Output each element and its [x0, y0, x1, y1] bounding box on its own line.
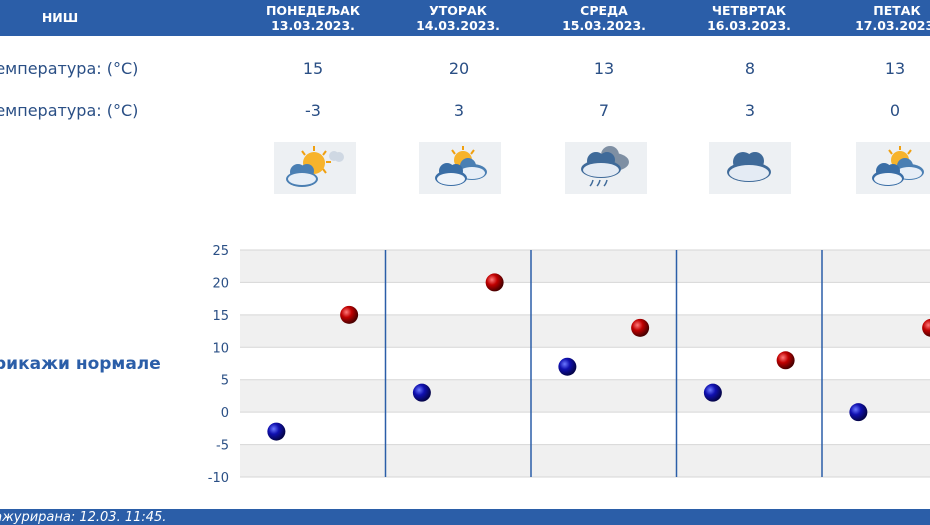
forecast-header: НИШ ПОНЕДЕЉАК 13.03.2023. УТОРАК 14.03.2…: [0, 0, 930, 36]
grid-band: [240, 379, 930, 413]
sun-cloud-icon: [872, 146, 924, 186]
day-name: СРЕДА: [580, 3, 628, 18]
y-tick-label: 20: [212, 276, 229, 291]
max-temp-value: 15: [302, 59, 324, 78]
y-tick-label: 5: [221, 374, 229, 389]
min-temp-point: [412, 383, 431, 402]
day-name: ПЕТАК: [873, 3, 921, 18]
min-temp-value: 7: [598, 101, 610, 120]
min-temp-label: температура: (°C): [0, 101, 139, 120]
y-tick-label: -5: [216, 439, 229, 454]
y-tick-label: 10: [212, 341, 229, 356]
rain-cloud-icon: [581, 146, 629, 187]
grid-band: [240, 444, 930, 477]
day-header-5: ПЕТАК 17.03.2023.: [847, 0, 930, 36]
day-name: ПОНЕДЕЉАК: [265, 3, 361, 18]
max-temp-point: [631, 318, 650, 337]
weather-icon-cell: [274, 142, 356, 194]
weather-label: а:: [0, 161, 1, 180]
min-temp-value: 0: [889, 101, 901, 120]
min-temp-point: [558, 357, 577, 376]
y-tick-label: -10: [208, 471, 229, 486]
day-date: 16.03.2023.: [707, 18, 791, 33]
weather-icon-cell: [856, 142, 930, 194]
weather-icon-cell: [565, 142, 647, 194]
min-temp-value: 3: [453, 101, 465, 120]
day-dividers: [384, 250, 823, 477]
day-header-1: ПОНЕДЕЉАК 13.03.2023.: [263, 0, 363, 36]
day-date: 14.03.2023.: [416, 18, 500, 33]
day-name: ЧЕТВРТАК: [711, 3, 787, 18]
y-tick-label: 25: [212, 244, 229, 259]
min-temp-point: [703, 383, 722, 402]
day-header-3: СРЕДА 15.03.2023.: [554, 0, 654, 36]
day-header-2: УТОРАК 14.03.2023.: [408, 0, 508, 36]
day-date: 17.03.2023.: [855, 18, 930, 33]
max-temp-value: 20: [448, 59, 470, 78]
max-temp-point: [776, 351, 795, 370]
day-name: УТОРАК: [429, 3, 487, 18]
min-temp-point: [849, 403, 868, 422]
weather-icon-cell: [419, 142, 501, 194]
max-temp-value: 13: [593, 59, 615, 78]
last-updated-text: а ажурирана: 12.03. 11:45.: [0, 510, 167, 525]
grid-band: [240, 250, 930, 283]
day-header-4: ЧЕТВРТАК 16.03.2023.: [699, 0, 799, 36]
sun-cloud-icon: [286, 146, 344, 187]
max-temp-point: [922, 318, 930, 337]
footer-bar: а ажурирана: 12.03. 11:45.: [0, 509, 930, 525]
min-temp-value: 3: [744, 101, 756, 120]
y-tick-label: 0: [221, 406, 229, 421]
weather-icon-cell: [709, 142, 791, 194]
day-date: 13.03.2023.: [271, 18, 355, 33]
min-temp-point: [267, 422, 286, 441]
max-temp-value: 13: [884, 59, 906, 78]
chart-grid: [240, 249, 930, 478]
show-normals-link[interactable]: рикажи нормале: [0, 354, 161, 374]
y-axis: 25 20 15 10 5 0 -5 -10: [208, 244, 229, 486]
day-date: 15.03.2023.: [562, 18, 646, 33]
max-temp-label: температура: (°C): [0, 59, 139, 78]
max-temp-point: [485, 273, 504, 292]
max-temp-point: [340, 305, 359, 324]
sun-cloud-icon: [435, 146, 487, 186]
y-tick-label: 15: [212, 309, 229, 324]
min-temp-value: -3: [305, 101, 321, 120]
max-temp-value: 8: [744, 59, 756, 78]
temperature-chart: 25 20 15 10 5 0 -5 -10: [208, 244, 930, 486]
cloud-icon: [727, 152, 771, 182]
city-name: НИШ: [41, 10, 79, 25]
data-points: [267, 273, 930, 441]
